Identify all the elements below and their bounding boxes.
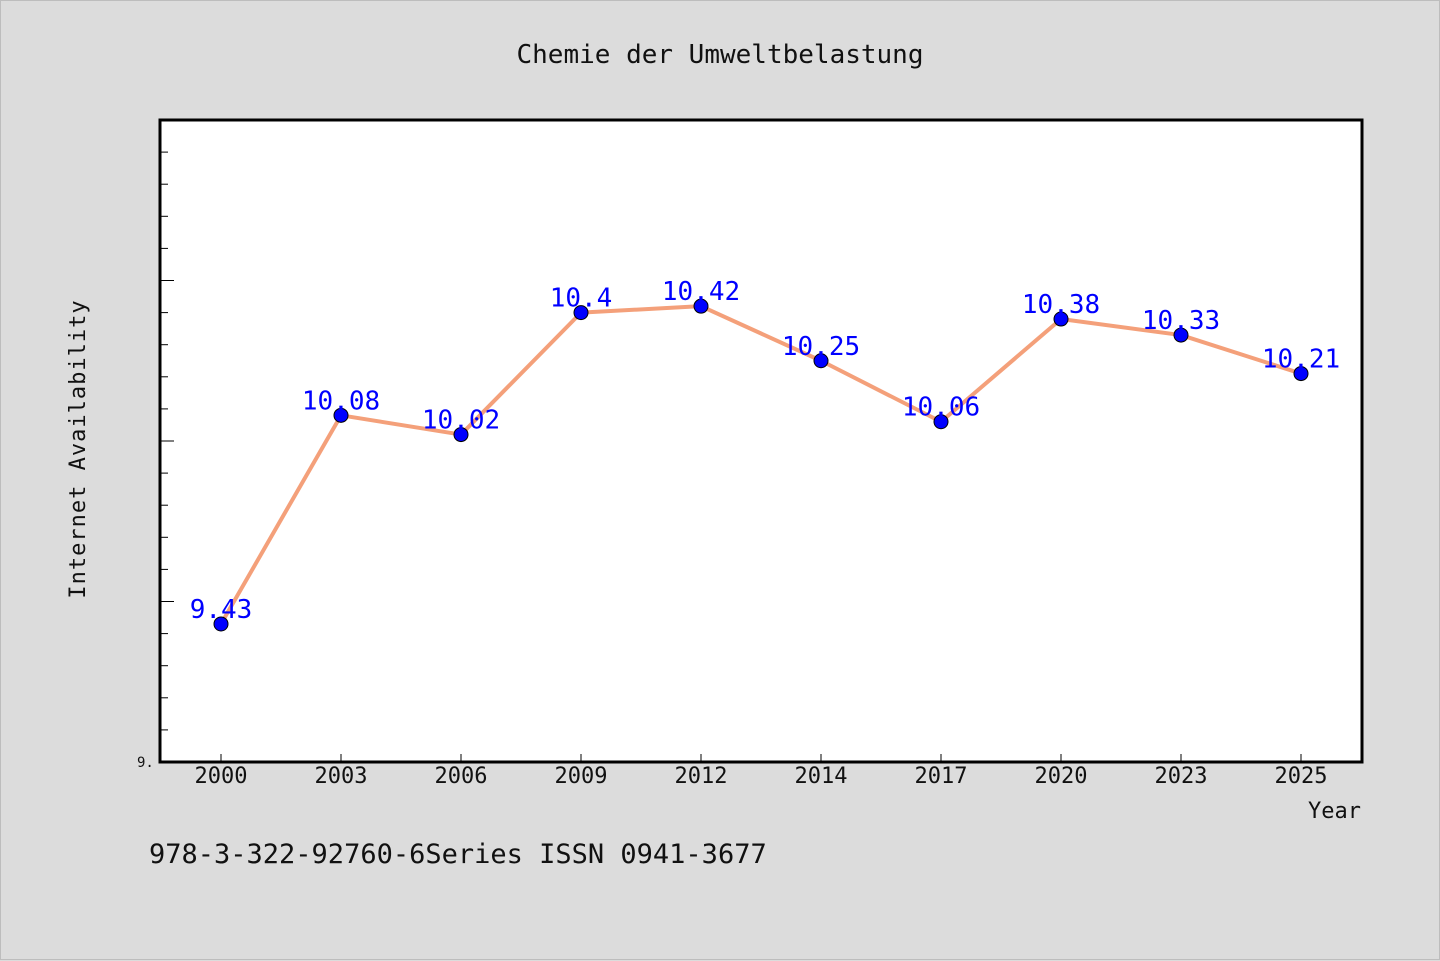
x-tick-label: 2020 — [1035, 764, 1088, 789]
x-tick-label: 2009 — [555, 764, 608, 789]
data-label: 10.38 — [1022, 290, 1100, 320]
x-tick-label: 2023 — [1155, 764, 1208, 789]
x-tick-label: 2000 — [195, 764, 248, 789]
data-label: 10.42 — [662, 277, 740, 307]
x-axis-ticks: 2000 2003 2006 2009 2012 2014 2017 2020 2023 2025 — [195, 754, 1328, 789]
x-axis-label: Year — [1308, 799, 1361, 824]
chart-title: Chemie der Umweltbelastung — [517, 40, 924, 70]
data-point — [1173, 327, 1189, 343]
data-point — [453, 427, 469, 443]
data-label: 10.21 — [1262, 345, 1340, 375]
data-point — [933, 414, 949, 430]
data-point — [693, 298, 709, 314]
x-tick-label: 2025 — [1275, 764, 1328, 789]
data-point — [1293, 366, 1309, 382]
y-axis-label: Internet Availability — [66, 299, 91, 598]
y-axis-ticks — [160, 151, 174, 731]
markers-group — [213, 298, 1309, 632]
data-label: 10.08 — [302, 386, 380, 416]
y-tick-label: 9. — [137, 755, 154, 771]
x-tick-label: 2006 — [435, 764, 488, 789]
data-point — [573, 305, 589, 321]
data-label: 10.06 — [902, 393, 980, 423]
x-tick-label: 2017 — [915, 764, 968, 789]
x-tick-label: 2014 — [795, 764, 848, 789]
data-point — [813, 353, 829, 369]
series-line — [219, 304, 1302, 625]
x-tick-label: 2012 — [675, 764, 728, 789]
data-labels-group: 9.43 10.08 10.02 10.4 10.42 10.25 10.06 10.38 10… — [190, 277, 1340, 625]
data-point — [1053, 311, 1069, 327]
data-label: 9.43 — [190, 595, 253, 625]
footer-text: 978-3-322-92760-6Series ISSN 0941-3677 — [149, 839, 767, 870]
data-point — [213, 616, 229, 632]
data-label: 10.25 — [782, 332, 860, 362]
data-point — [333, 407, 349, 423]
data-label: 10.4 — [550, 284, 613, 314]
data-label: 10.33 — [1142, 306, 1220, 336]
series-group — [219, 304, 1302, 625]
data-label: 10.02 — [422, 406, 500, 436]
plot-area — [158, 118, 1364, 764]
x-tick-label: 2003 — [315, 764, 368, 789]
